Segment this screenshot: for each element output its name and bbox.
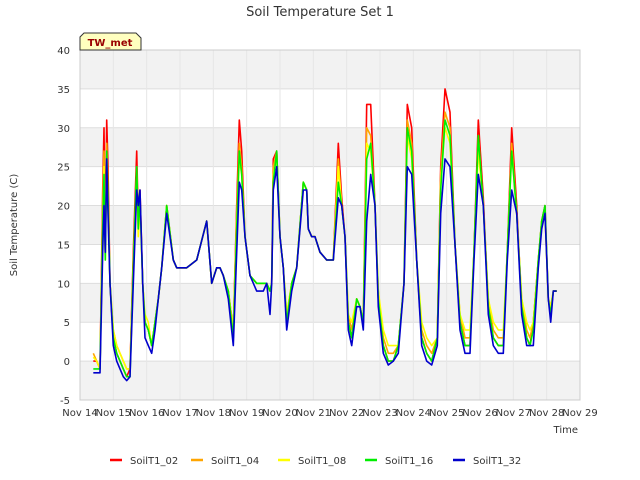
legend-label: SoilT1_08 [298, 456, 346, 467]
y-tick-label: 35 [57, 85, 70, 96]
plot-bands [80, 50, 580, 400]
x-tick-label: Nov 18 [196, 408, 231, 419]
x-axis-label: Time [553, 425, 578, 436]
plot-band [80, 166, 580, 206]
series-line-soilt1_32 [93, 158, 557, 382]
plot-band [80, 88, 580, 128]
y-tick-label: 20 [57, 202, 70, 213]
y-tick-label: -5 [60, 396, 70, 407]
y-axis: -5 0 5 10 15 20 25 30 35 40 [57, 46, 70, 407]
x-tick-label: Nov 23 [362, 408, 397, 419]
y-tick-label: 30 [57, 124, 70, 135]
legend: SoilT1_02 SoilT1_04 SoilT1_08 SoilT1_16 Soil… [110, 456, 521, 467]
x-tick-label: Nov 16 [129, 408, 164, 419]
chart-title: Soil Temperature Set 1 [246, 5, 394, 20]
x-tick-label: Nov 22 [329, 408, 364, 419]
legend-label: SoilT1_16 [385, 456, 433, 467]
series-lines [92, 88, 557, 382]
x-tick-label: Nov 20 [262, 408, 297, 419]
x-tick-label: Nov 29 [562, 408, 597, 419]
y-tick-label: 40 [57, 46, 70, 57]
x-tick-label: Nov 28 [529, 408, 564, 419]
plot-area-border [79, 49, 581, 401]
y-tick-label: 5 [64, 318, 70, 329]
legend-label: SoilT1_04 [211, 456, 259, 467]
plot-band [80, 244, 580, 284]
plot-band [80, 361, 580, 400]
station-label: TW_met [88, 38, 133, 49]
legend-label: SoilT1_02 [130, 456, 178, 467]
x-tick-label: Nov 21 [296, 408, 331, 419]
x-tick-label: Nov 27 [496, 408, 531, 419]
x-tick-label: Nov 25 [429, 408, 464, 419]
x-tick-label: Nov 14 [62, 408, 97, 419]
legend-label: SoilT1_32 [473, 456, 521, 467]
x-tick-label: Nov 24 [396, 408, 431, 419]
plot-band [80, 205, 580, 245]
x-tick-label: Nov 17 [162, 408, 197, 419]
y-tick-label: 0 [64, 357, 70, 368]
y-tick-label: 10 [57, 279, 70, 290]
y-tick-label: 15 [57, 240, 70, 251]
plot-band [80, 50, 580, 89]
plot-band [80, 127, 580, 167]
station-label-shape [79, 32, 142, 51]
x-tick-label: Nov 15 [96, 408, 131, 419]
y-axis-label: Soil Temperature (C) [9, 174, 20, 277]
station-label-box: TW_met [79, 32, 142, 51]
y-tick-label: 25 [57, 163, 70, 174]
x-tick-label: Nov 26 [462, 408, 497, 419]
x-tick-label: Nov 19 [229, 408, 264, 419]
plot-band [80, 283, 580, 323]
